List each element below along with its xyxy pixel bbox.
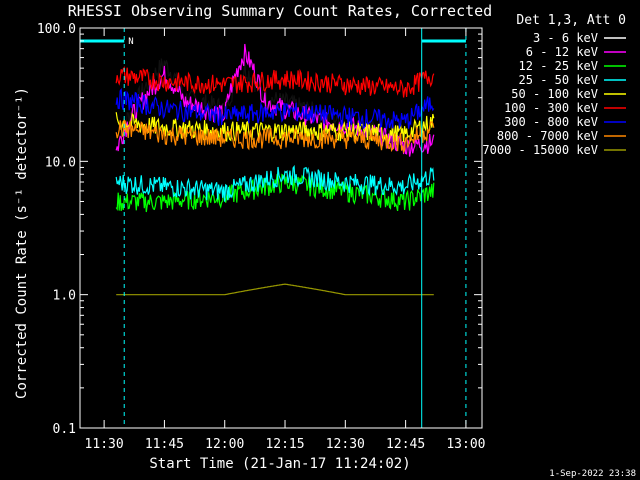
y-tick-label-2: 10.0: [45, 155, 76, 170]
x-tick-label-6: 13:00: [446, 437, 485, 452]
series-line-3: [115, 164, 435, 202]
x-axis-label: Start Time (21-Jan-17 11:24:02): [149, 456, 410, 472]
legend-label-0: 3 - 6 keV: [533, 31, 598, 45]
x-tick-label-3: 12:15: [265, 437, 304, 452]
chart-title: RHESSI Observing Summary Count Rates, Co…: [68, 2, 492, 20]
series-line-2: [115, 173, 435, 213]
legend-label-2: 12 - 25 keV: [519, 59, 598, 73]
series-line-6: [115, 87, 435, 130]
series-line-8: [116, 283, 434, 296]
x-tick-label-0: 11:30: [85, 437, 124, 452]
y-tick-label-3: 100.0: [37, 22, 76, 37]
plot-area: N 0.1 1.0 10.0 100.0 11:30 11:45 12:00 12:15 12:3…: [37, 22, 486, 452]
legend-label-4: 50 - 100 keV: [511, 87, 598, 101]
plot-frame: [79, 27, 483, 429]
legend-label-6: 300 - 800 keV: [504, 115, 598, 129]
legend-label-7: 800 - 7000 keV: [497, 129, 598, 143]
legend-label-3: 25 - 50 keV: [519, 73, 598, 87]
y-tick-label-0: 0.1: [53, 422, 76, 437]
legend-label-5: 100 - 300 keV: [504, 101, 598, 115]
x-tick-label-5: 12:45: [386, 437, 425, 452]
legend-label-8: 7000 - 15000 keV: [482, 143, 598, 157]
y-axis-label: Corrected Count Rate (s⁻¹ detector⁻¹): [14, 87, 30, 399]
x-tick-label-1: 11:45: [145, 437, 184, 452]
series-line-5: [115, 66, 435, 98]
legend-title: Det 1,3, Att 0: [516, 13, 626, 28]
date-stamp: 1-Sep-2022 23:38: [549, 469, 636, 479]
legend-label-1: 6 - 12 keV: [526, 45, 598, 59]
x-tick-label-4: 12:30: [326, 437, 365, 452]
night-marker-label: N: [128, 37, 133, 47]
x-tick-label-2: 12:00: [205, 437, 244, 452]
y-tick-label-1: 1.0: [53, 289, 76, 304]
series-line-7: [115, 118, 435, 154]
